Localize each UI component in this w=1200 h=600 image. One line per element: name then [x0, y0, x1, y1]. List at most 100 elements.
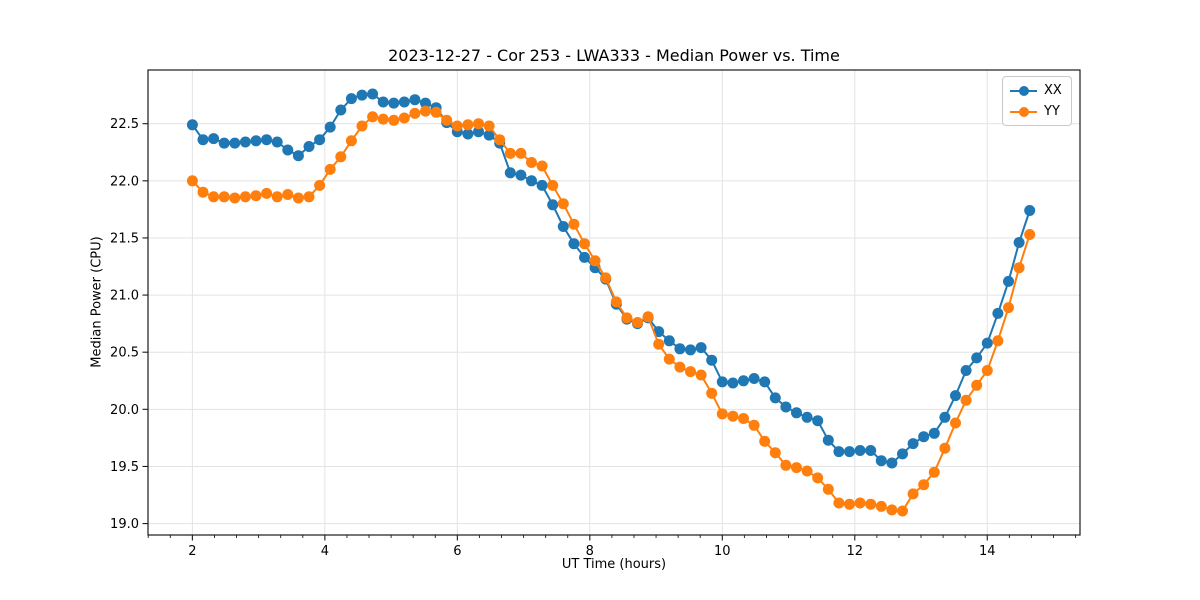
- data-point-xx: [738, 375, 749, 387]
- data-point-xx: [854, 445, 866, 456]
- data-point-xx: [197, 134, 209, 146]
- y-tick-label: 19.5: [110, 460, 139, 475]
- legend-item-xx: XX: [1010, 82, 1064, 99]
- data-point-yy: [208, 191, 220, 203]
- data-point-yy: [1024, 229, 1036, 240]
- data-point-xx: [822, 434, 834, 446]
- data-point-xx: [473, 126, 484, 138]
- data-point-xx: [335, 104, 347, 116]
- data-point-yy: [812, 472, 824, 484]
- data-point-xx: [960, 365, 972, 376]
- x-tick-label: 14: [979, 544, 996, 559]
- data-point-yy: [579, 238, 590, 250]
- data-point-yy: [695, 369, 707, 381]
- data-point-yy: [526, 157, 537, 168]
- data-point-yy: [292, 192, 304, 204]
- data-point-yy: [589, 255, 601, 267]
- data-point-yy: [250, 190, 262, 202]
- data-point-yy: [854, 497, 866, 509]
- data-point-yy: [960, 394, 972, 406]
- x-tick-label: 2: [188, 544, 196, 559]
- data-point-xx: [918, 431, 930, 443]
- data-point-xx: [695, 342, 707, 354]
- data-point-yy: [473, 118, 484, 130]
- data-point-xx: [939, 411, 951, 423]
- data-point-xx: [568, 238, 580, 250]
- data-point-yy: [261, 187, 273, 199]
- data-point-yy: [377, 113, 389, 125]
- data-point-yy: [1013, 262, 1025, 274]
- data-point-xx: [218, 137, 230, 149]
- data-point-yy: [886, 504, 898, 516]
- data-point-yy: [928, 466, 940, 478]
- data-point-yy: [186, 175, 198, 187]
- data-point-xx: [420, 97, 431, 109]
- data-point-yy: [897, 505, 908, 517]
- data-point-xx: [557, 221, 569, 232]
- data-point-yy: [420, 105, 431, 117]
- data-point-xx: [345, 93, 357, 105]
- data-point-xx: [663, 335, 675, 347]
- data-point-xx: [526, 175, 537, 187]
- data-point-xx: [886, 457, 898, 469]
- data-point-yy: [324, 163, 336, 175]
- data-point-yy: [547, 179, 559, 191]
- data-point-xx: [229, 137, 241, 149]
- data-point-yy: [791, 462, 802, 474]
- data-point-yy: [822, 483, 834, 495]
- data-point-yy: [632, 317, 643, 328]
- data-point-xx: [833, 446, 845, 458]
- data-point-yy: [907, 488, 919, 500]
- data-point-xx: [314, 134, 326, 146]
- data-point-yy: [716, 408, 728, 420]
- data-point-yy: [1003, 302, 1014, 314]
- data-point-xx: [727, 377, 739, 389]
- legend-marker-xx: [1010, 85, 1037, 96]
- data-point-yy: [483, 120, 495, 132]
- data-point-xx: [759, 376, 771, 388]
- data-point-yy: [441, 114, 453, 126]
- data-point-xx: [282, 144, 294, 156]
- data-point-yy: [780, 459, 792, 471]
- data-point-xx: [208, 133, 220, 145]
- data-point-xx: [292, 150, 304, 162]
- y-tick-label: 22.5: [110, 117, 139, 132]
- y-tick-label: 20.0: [110, 403, 139, 418]
- data-point-xx: [706, 354, 718, 366]
- data-point-yy: [494, 134, 506, 146]
- data-point-xx: [536, 179, 548, 191]
- legend-item-yy: YY: [1010, 103, 1064, 120]
- data-point-xx: [1003, 275, 1014, 287]
- data-point-xx: [579, 251, 590, 263]
- data-point-xx: [271, 136, 283, 148]
- data-point-yy: [833, 497, 845, 509]
- data-point-xx: [971, 352, 983, 364]
- data-point-xx: [186, 119, 198, 131]
- data-point-xx: [865, 445, 877, 456]
- axes-spines: [147, 69, 1081, 536]
- data-point-yy: [388, 114, 400, 126]
- data-point-yy: [706, 387, 718, 399]
- legend: XX YY: [1002, 76, 1072, 126]
- data-point-xx: [950, 390, 961, 402]
- data-point-yy: [303, 191, 315, 203]
- data-point-yy: [451, 120, 463, 132]
- data-point-xx: [462, 128, 474, 140]
- data-point-xx: [674, 343, 686, 355]
- y-tick-label: 21.0: [110, 289, 139, 304]
- data-point-yy: [971, 379, 983, 391]
- data-point-yy: [918, 479, 930, 491]
- data-point-xx: [897, 448, 908, 460]
- data-point-yy: [356, 120, 368, 132]
- chart-title: 2023-12-27 - Cor 253 - LWA333 - Median P…: [388, 46, 840, 65]
- data-point-xx: [356, 89, 368, 101]
- data-point-xx: [812, 415, 824, 427]
- data-point-xx: [398, 96, 410, 108]
- data-point-xx: [928, 427, 940, 439]
- legend-label-yy: YY: [1044, 104, 1060, 119]
- data-point-yy: [685, 366, 696, 378]
- data-point-yy: [939, 442, 951, 454]
- data-point-xx: [504, 167, 516, 179]
- data-point-xx: [547, 199, 559, 211]
